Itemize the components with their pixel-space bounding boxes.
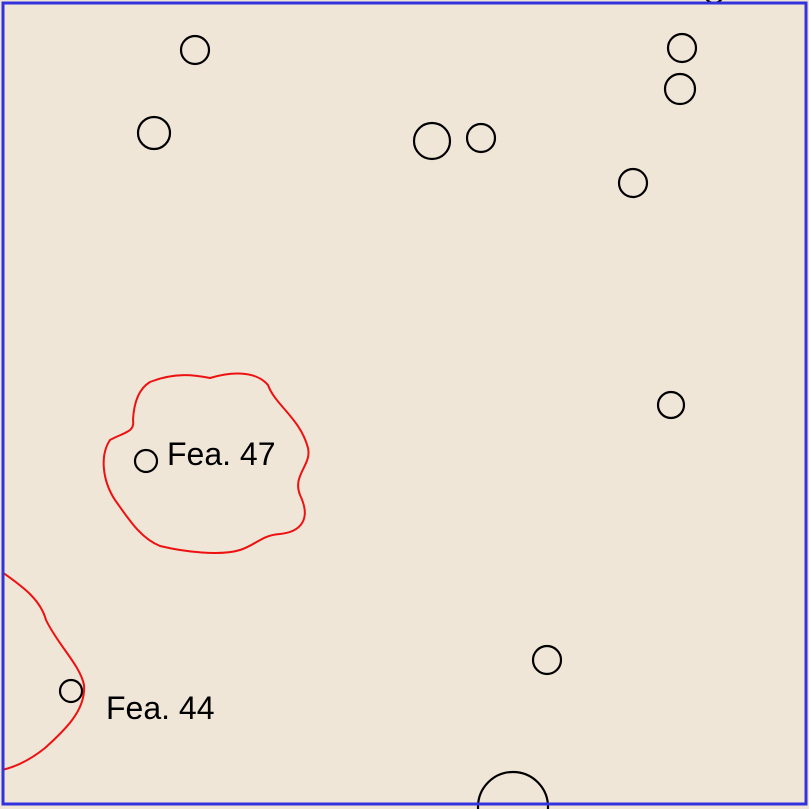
post-hole: [617, 167, 649, 199]
post-hole: [58, 678, 84, 704]
post-hole: [531, 644, 563, 676]
post-hole: [656, 390, 686, 420]
feature-44-label: Fea. 44: [106, 690, 215, 726]
post-hole: [133, 448, 159, 474]
post-hole: [412, 121, 452, 161]
feature-44-outline: [1, 571, 86, 771]
post-hole: [179, 34, 211, 66]
feature-47-label: Fea. 47: [167, 436, 276, 472]
post-hole: [663, 72, 697, 106]
large-pit: [476, 770, 550, 809]
post-hole: [136, 115, 172, 151]
post-hole: [666, 32, 698, 64]
post-hole: [465, 122, 497, 154]
feature-47-outline: [102, 372, 310, 554]
